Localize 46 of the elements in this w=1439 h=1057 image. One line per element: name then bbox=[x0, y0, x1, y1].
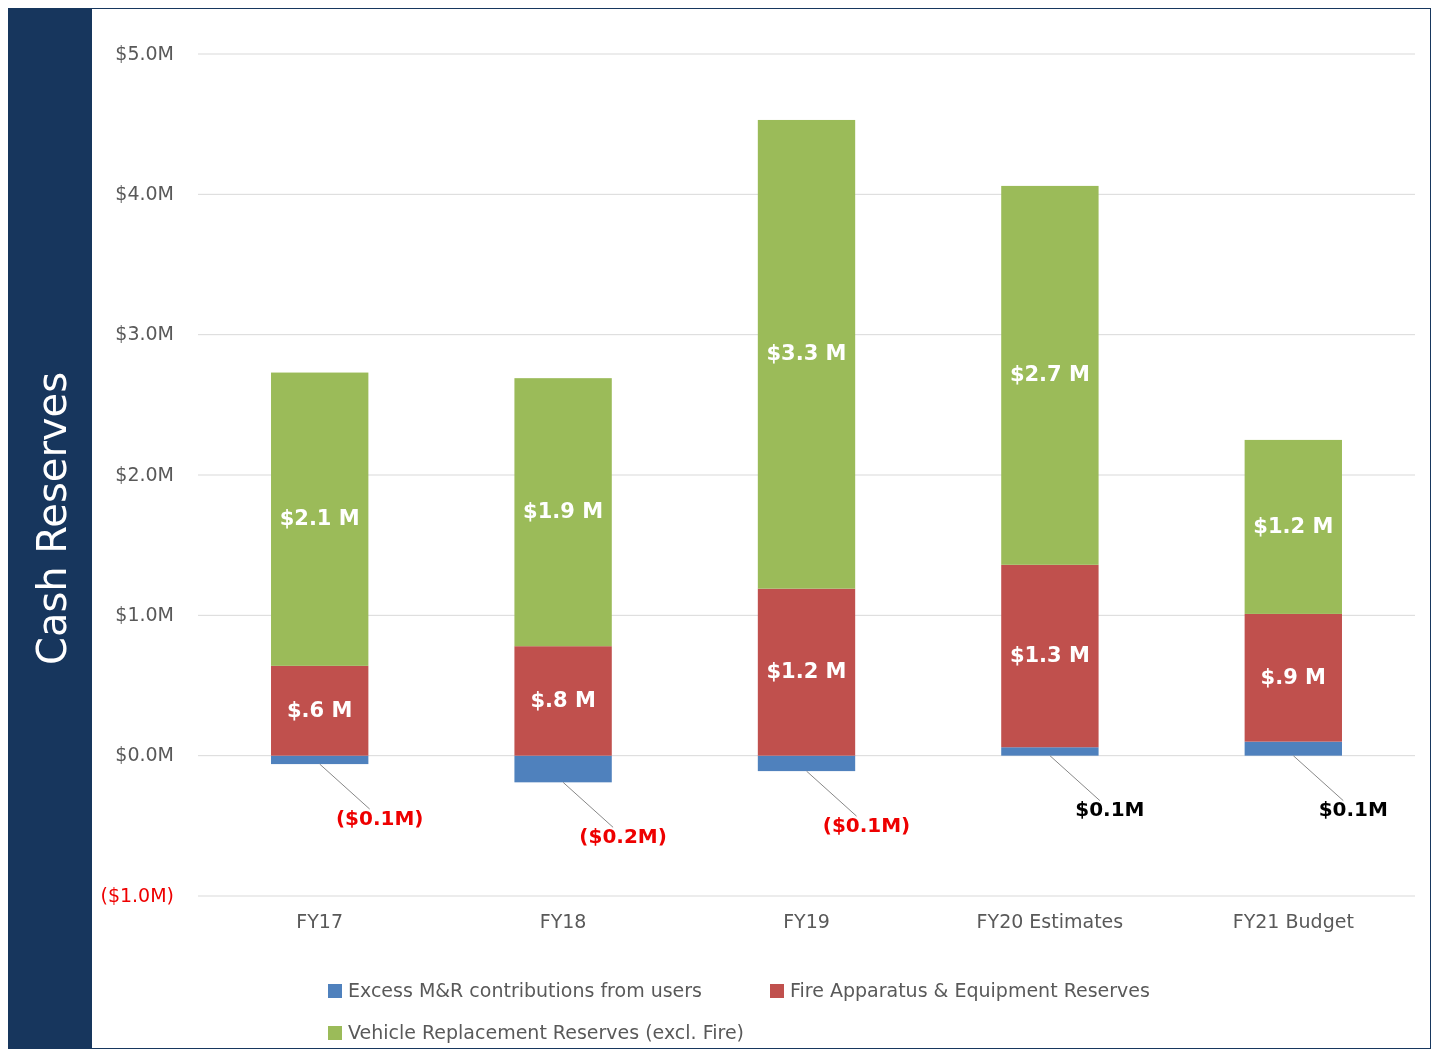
y-tick-label: $0.0M bbox=[115, 743, 174, 766]
bar bbox=[1001, 747, 1099, 756]
y-tick-label: $4.0M bbox=[115, 181, 174, 204]
legend-label: Excess M&R contributions from users bbox=[348, 978, 703, 1001]
legend-label: Fire Apparatus & Equipment Reserves bbox=[790, 978, 1150, 1001]
bar bbox=[757, 755, 856, 772]
data-label: $1.3 M bbox=[1009, 643, 1090, 668]
bar bbox=[271, 372, 369, 666]
x-tick-label: FY21 Budget bbox=[1232, 910, 1354, 932]
data-label: $.6 M bbox=[286, 697, 353, 722]
y-tick-label: $1.0M bbox=[115, 602, 174, 625]
y-tick-label: $3.0M bbox=[115, 322, 174, 345]
x-tick-label: FY19 bbox=[783, 910, 830, 932]
data-label: $2.7 M bbox=[1009, 362, 1090, 387]
y-tick-label: $2.0M bbox=[115, 462, 174, 485]
x-tick-label: FY20 Estimates bbox=[976, 910, 1124, 932]
data-label: ($0.1M) bbox=[822, 812, 911, 837]
bar bbox=[1001, 185, 1099, 565]
bar bbox=[514, 755, 612, 783]
y-tick-label: ($1.0M) bbox=[100, 883, 174, 906]
bar bbox=[271, 755, 369, 765]
bar bbox=[271, 665, 369, 756]
bar bbox=[1244, 613, 1342, 742]
x-tick-label: FY18 bbox=[539, 910, 587, 932]
y-axis-title: Cash Reserves bbox=[29, 372, 75, 665]
bar bbox=[1244, 741, 1342, 756]
data-label: $0.1M bbox=[1318, 797, 1388, 822]
data-label: $.8 M bbox=[530, 687, 596, 712]
data-label: $1.9 M bbox=[523, 499, 604, 524]
data-label: ($0.1M) bbox=[335, 805, 424, 830]
data-label: ($0.2M) bbox=[579, 823, 667, 848]
data-label: $.9 M bbox=[1260, 664, 1327, 689]
bar bbox=[757, 119, 856, 589]
bar bbox=[757, 588, 856, 756]
bar bbox=[1244, 439, 1342, 614]
data-label: $3.3 M bbox=[766, 341, 847, 366]
bar bbox=[514, 646, 612, 756]
data-label: $1.2 M bbox=[1253, 513, 1334, 538]
x-tick-label: FY17 bbox=[296, 910, 344, 932]
bar bbox=[1001, 564, 1099, 748]
data-label: $1.2 M bbox=[766, 659, 847, 684]
data-label: $0.1M bbox=[1075, 797, 1145, 822]
y-tick-label: $5.0M bbox=[115, 41, 174, 64]
legend-label: Vehicle Replacement Reserves (excl. Fire) bbox=[348, 1020, 744, 1043]
bar bbox=[514, 378, 612, 647]
data-label: $2.1 M bbox=[279, 506, 360, 531]
